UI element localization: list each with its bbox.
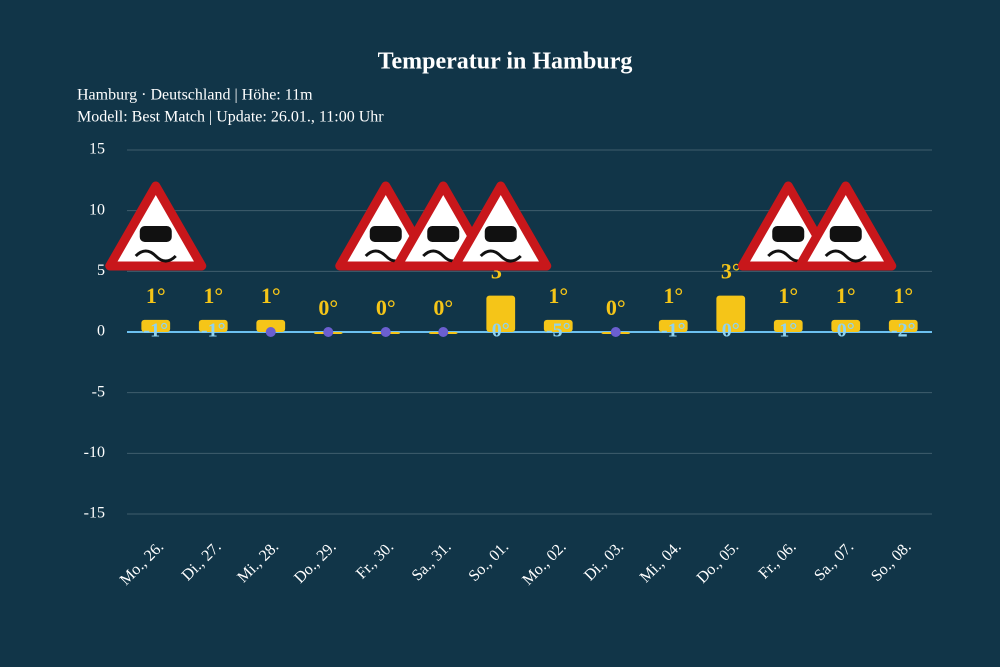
bar [716, 295, 746, 332]
warning-icon [105, 181, 207, 271]
chart-subtitle: Hamburg · Deutschland | Höhe: 11m [77, 87, 313, 104]
value-label: 1° [548, 283, 568, 308]
min-dot [380, 327, 391, 337]
warning-car [772, 226, 805, 242]
warning-icon [450, 181, 552, 271]
warning-car [369, 226, 402, 242]
value-label: 0° [433, 295, 453, 320]
bar [256, 319, 286, 332]
min-value-label: 0° [492, 320, 510, 342]
y-tick-label: 5 [97, 262, 105, 279]
bar [543, 319, 573, 332]
bar [888, 319, 918, 332]
warning-car [139, 226, 172, 242]
chart-title: Temperatur in Hamburg [378, 49, 633, 75]
min-dot [438, 327, 449, 337]
warning-icon [795, 181, 897, 271]
y-tick-label: 0 [97, 323, 105, 340]
y-tick-label: -10 [84, 444, 105, 461]
bar [831, 319, 861, 332]
value-label: 0° [376, 295, 396, 320]
value-label: 1° [146, 283, 166, 308]
warning-car [427, 226, 460, 242]
warning-car [484, 226, 517, 242]
warning-skid [134, 249, 177, 263]
y-tick-label: -5 [92, 383, 105, 400]
chart-subtitle: Modell: Best Match | Update: 26.01., 11:… [77, 109, 384, 126]
bar [486, 295, 516, 332]
value-label: 0° [318, 295, 338, 320]
bar [773, 319, 803, 332]
warning-skid [479, 249, 522, 263]
min-value-label: -5° [546, 320, 571, 342]
warning-car [829, 226, 862, 242]
bar [198, 319, 228, 332]
value-label: 1° [778, 283, 798, 308]
value-label: 3° [721, 259, 741, 284]
min-value-label: 1° [779, 320, 797, 342]
value-label: 1° [663, 283, 683, 308]
y-tick-label: 15 [89, 141, 105, 158]
value-label: 1° [261, 283, 281, 308]
min-dot [610, 327, 621, 337]
warning-skid [824, 249, 867, 263]
value-label: 1° [203, 283, 223, 308]
bar [141, 319, 171, 332]
min-value-label: -2° [891, 320, 916, 342]
y-tick-label: 10 [89, 201, 105, 218]
min-dot [265, 327, 276, 337]
bar [658, 319, 688, 332]
min-dot [323, 327, 334, 337]
min-value-label: -1° [201, 320, 226, 342]
min-value-label: -1° [143, 320, 168, 342]
value-label: 0° [606, 295, 626, 320]
value-label: 1° [893, 283, 913, 308]
value-label: 1° [836, 283, 856, 308]
min-value-label: 0° [722, 320, 740, 342]
y-tick-label: -15 [84, 505, 105, 522]
min-value-label: 0° [837, 320, 855, 342]
min-value-label: -1° [661, 320, 686, 342]
